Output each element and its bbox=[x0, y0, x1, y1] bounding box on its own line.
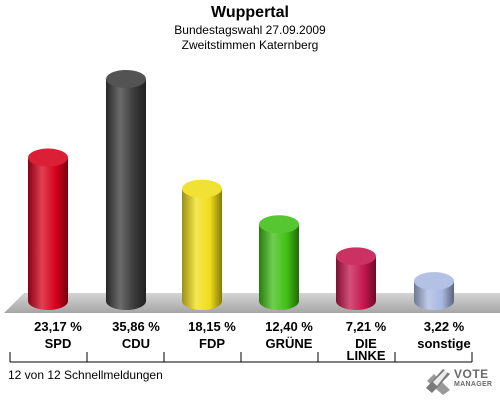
bar-fdp bbox=[182, 179, 222, 310]
bar-top-fdp bbox=[182, 179, 222, 198]
chart-subtitle-election: Bundestagswahl 27.09.2009 bbox=[174, 23, 326, 37]
category-label-sonstige: sonstige bbox=[417, 336, 470, 351]
bar-body-cdu bbox=[106, 79, 146, 310]
category-label-die-linke: DIE LINKE bbox=[347, 336, 386, 363]
value-label-gr-ne: 12,40 % bbox=[265, 319, 313, 334]
checkmark-x-icon bbox=[426, 369, 450, 395]
chart-title: Wuppertal bbox=[211, 4, 289, 21]
value-label-fdp: 18,15 % bbox=[188, 319, 236, 334]
bar-body-die-linke bbox=[336, 256, 376, 310]
bar-die-linke bbox=[336, 247, 376, 310]
bar-body-gr-ne bbox=[259, 224, 299, 310]
bar-top-sonstige bbox=[414, 272, 454, 291]
bar-body-spd bbox=[28, 157, 68, 310]
vote-manager-logo: VOTE MANAGER bbox=[424, 366, 496, 396]
bar-body-fdp bbox=[182, 188, 222, 310]
value-label-die-linke: 7,21 % bbox=[346, 319, 387, 334]
bar-top-spd bbox=[28, 148, 68, 167]
value-label-cdu: 35,86 % bbox=[112, 319, 160, 334]
bar-cdu bbox=[106, 70, 146, 310]
category-label-cdu: CDU bbox=[122, 336, 150, 351]
bar-gr-ne bbox=[259, 215, 299, 310]
category-label-spd: SPD bbox=[45, 336, 72, 351]
bar-top-die-linke bbox=[336, 247, 376, 266]
value-label-spd: 23,17 % bbox=[34, 319, 82, 334]
category-label-fdp: FDP bbox=[199, 336, 225, 351]
value-label-sonstige: 3,22 % bbox=[424, 319, 465, 334]
bar-spd bbox=[28, 148, 68, 310]
report-status-footer: 12 von 12 Schnellmeldungen bbox=[8, 368, 163, 382]
logo-text-manager: MANAGER bbox=[454, 381, 493, 388]
bar-top-cdu bbox=[106, 70, 146, 88]
bar-sonstige bbox=[414, 272, 454, 310]
bar-top-gr-ne bbox=[259, 215, 299, 234]
logo-text-vote: VOTE bbox=[454, 367, 489, 381]
category-label-gr-ne: GRÜNE bbox=[266, 336, 313, 351]
chart-subtitle-district: Zweitstimmen Katernberg bbox=[181, 38, 319, 52]
